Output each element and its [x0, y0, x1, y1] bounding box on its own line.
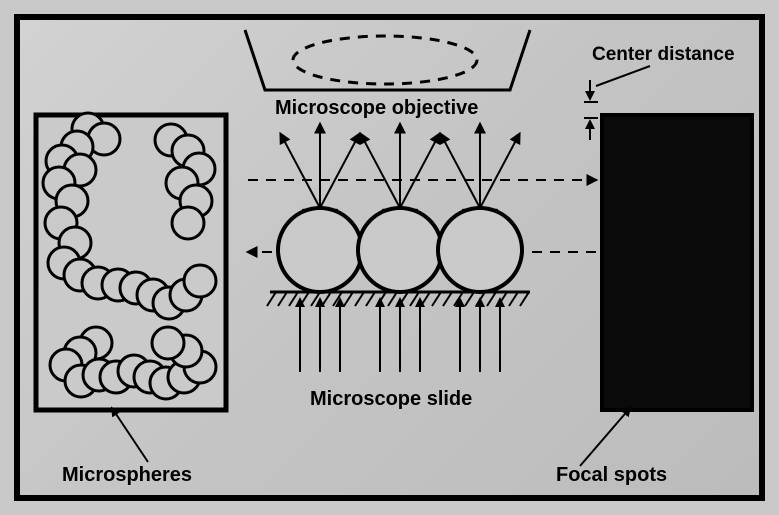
optics-spheres — [278, 208, 522, 292]
objective-housing — [245, 30, 530, 90]
vertical-rays — [300, 299, 500, 372]
focal-spots-panel — [602, 115, 752, 410]
leader-lines — [112, 408, 630, 466]
diagram-svg — [20, 20, 759, 495]
diverging-rays — [281, 124, 520, 210]
microspheres-panel — [36, 113, 226, 410]
diagram-frame: Microscope objective Center distance Mic… — [14, 14, 765, 501]
microscope-slide — [267, 292, 530, 306]
objective-lens-ellipse — [293, 36, 477, 84]
